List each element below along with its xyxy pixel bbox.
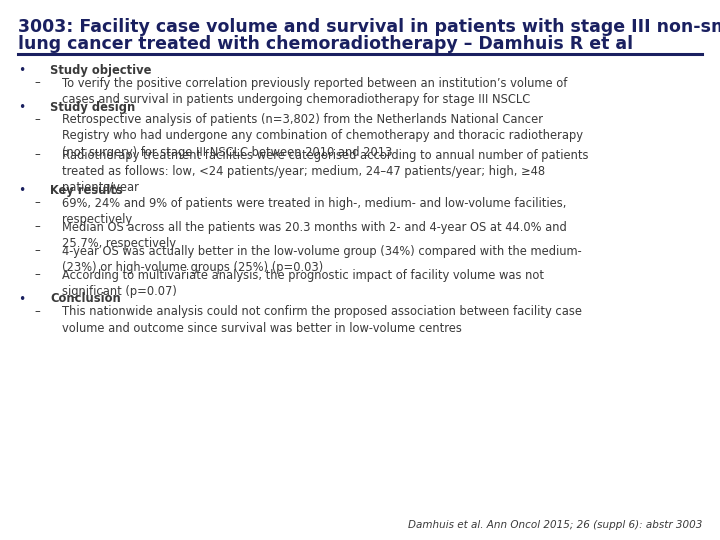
Text: To verify the positive correlation previously reported between an institution’s : To verify the positive correlation previ… — [62, 77, 567, 106]
Text: Study objective: Study objective — [50, 64, 151, 77]
Text: –: – — [34, 148, 40, 161]
Text: •: • — [18, 64, 25, 77]
Text: Retrospective analysis of patients (n=3,802) from the Netherlands National Cance: Retrospective analysis of patients (n=3,… — [62, 113, 583, 159]
Text: Median OS across all the patients was 20.3 months with 2- and 4-year OS at 44.0%: Median OS across all the patients was 20… — [62, 220, 567, 250]
Text: This nationwide analysis could not confirm the proposed association between faci: This nationwide analysis could not confi… — [62, 305, 582, 334]
Text: –: – — [34, 77, 40, 90]
Text: •: • — [18, 100, 25, 113]
Text: –: – — [34, 113, 40, 126]
Text: •: • — [18, 184, 25, 197]
Text: 69%, 24% and 9% of patients were treated in high-, medium- and low-volume facili: 69%, 24% and 9% of patients were treated… — [62, 197, 567, 226]
Text: –: – — [34, 245, 40, 258]
Text: –: – — [34, 220, 40, 233]
Text: –: – — [34, 305, 40, 318]
Text: Radiotherapy treatment facilities were categorised according to annual number of: Radiotherapy treatment facilities were c… — [62, 148, 588, 194]
Text: •: • — [18, 293, 25, 306]
Text: Key results: Key results — [50, 184, 122, 197]
Text: Study design: Study design — [50, 100, 135, 113]
Text: 4-year OS was actually better in the low-volume group (34%) compared with the me: 4-year OS was actually better in the low… — [62, 245, 582, 274]
Text: Damhuis et al. Ann Oncol 2015; 26 (suppl 6): abstr 3003: Damhuis et al. Ann Oncol 2015; 26 (suppl… — [408, 520, 702, 530]
Text: 3003: Facility case volume and survival in patients with stage III non-small cel: 3003: Facility case volume and survival … — [18, 18, 720, 36]
Text: lung cancer treated with chemoradiotherapy – Damhuis R et al: lung cancer treated with chemoradiothera… — [18, 35, 633, 53]
Text: –: – — [34, 268, 40, 281]
Text: –: – — [34, 197, 40, 210]
Text: According to multivariate analysis, the prognostic impact of facility volume was: According to multivariate analysis, the … — [62, 268, 544, 298]
Text: Conclusion: Conclusion — [50, 293, 121, 306]
